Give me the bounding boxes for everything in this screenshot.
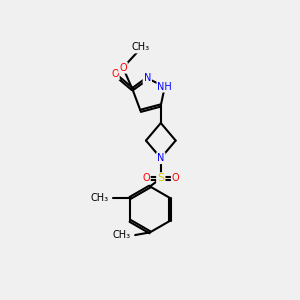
Text: O: O bbox=[119, 63, 127, 73]
Text: N: N bbox=[144, 74, 151, 83]
Text: N: N bbox=[157, 153, 164, 163]
Text: NH: NH bbox=[158, 82, 172, 92]
Text: CH₃: CH₃ bbox=[90, 193, 109, 203]
Text: S: S bbox=[157, 173, 164, 183]
Text: O: O bbox=[111, 69, 119, 80]
Text: O: O bbox=[142, 173, 150, 183]
Text: O: O bbox=[172, 173, 179, 183]
Text: CH₃: CH₃ bbox=[131, 42, 150, 52]
Text: CH₃: CH₃ bbox=[113, 230, 131, 240]
